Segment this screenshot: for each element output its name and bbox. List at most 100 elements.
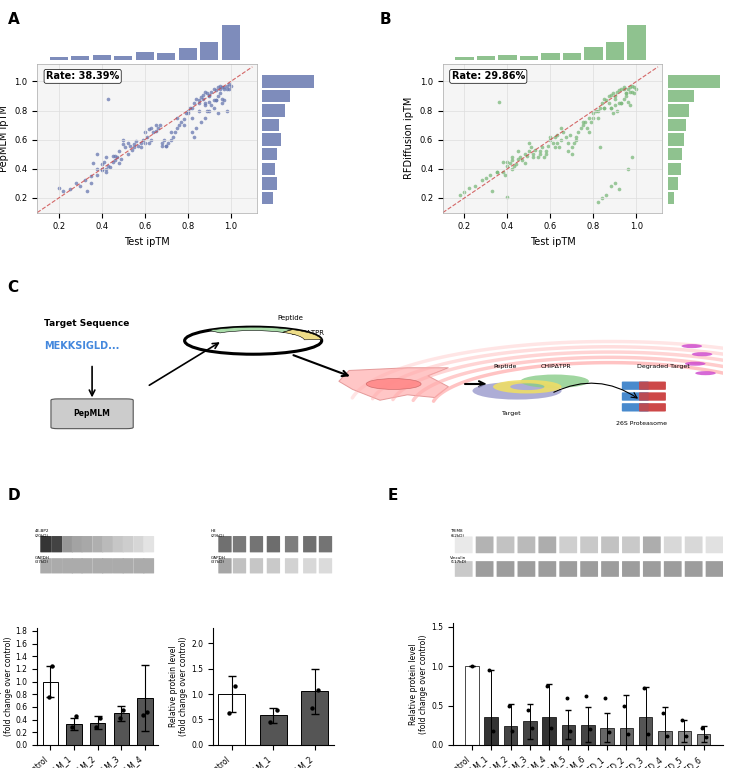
Point bbox=[487, 725, 499, 737]
Point bbox=[536, 141, 548, 153]
Point bbox=[203, 104, 215, 117]
Point bbox=[598, 101, 610, 114]
Point bbox=[216, 97, 228, 109]
FancyBboxPatch shape bbox=[319, 558, 332, 574]
Point bbox=[79, 174, 91, 187]
Point bbox=[533, 145, 545, 157]
Point bbox=[216, 93, 228, 105]
Point bbox=[605, 101, 617, 114]
Point bbox=[605, 88, 617, 101]
Point bbox=[180, 108, 191, 120]
Bar bbox=[542, 717, 556, 745]
Point bbox=[525, 141, 537, 153]
Circle shape bbox=[695, 371, 716, 376]
Y-axis label: Relative protein level
(fold change over control): Relative protein level (fold change over… bbox=[0, 637, 13, 737]
Point bbox=[506, 163, 518, 175]
Text: D: D bbox=[7, 488, 20, 503]
Bar bbox=[523, 721, 536, 745]
Point bbox=[156, 137, 168, 149]
FancyBboxPatch shape bbox=[267, 536, 280, 552]
FancyBboxPatch shape bbox=[133, 558, 145, 574]
Point bbox=[193, 97, 205, 109]
Text: B: B bbox=[380, 12, 392, 27]
Text: Peptide: Peptide bbox=[493, 364, 516, 369]
FancyBboxPatch shape bbox=[81, 536, 92, 552]
Point bbox=[100, 166, 112, 178]
Point bbox=[555, 134, 567, 146]
Point bbox=[223, 707, 235, 720]
Point bbox=[137, 708, 149, 720]
Point bbox=[199, 111, 211, 124]
Point bbox=[598, 101, 610, 114]
Point bbox=[117, 134, 129, 146]
Point bbox=[264, 716, 276, 728]
Bar bbox=[668, 148, 682, 161]
Point bbox=[197, 88, 209, 101]
Point bbox=[580, 690, 592, 702]
Bar bbox=[92, 55, 111, 60]
Point bbox=[584, 723, 596, 736]
Point bbox=[579, 116, 591, 128]
Text: 4E-BP2
(20kD): 4E-BP2 (20kD) bbox=[35, 529, 49, 538]
Point bbox=[165, 126, 177, 138]
Point bbox=[193, 94, 205, 107]
FancyBboxPatch shape bbox=[622, 392, 649, 401]
Point bbox=[533, 148, 545, 161]
Point bbox=[491, 166, 503, 178]
FancyBboxPatch shape bbox=[518, 537, 536, 553]
Text: Rate: 38.39%: Rate: 38.39% bbox=[46, 71, 119, 81]
Wedge shape bbox=[493, 380, 562, 393]
Point bbox=[214, 87, 226, 99]
Point bbox=[92, 163, 104, 175]
Circle shape bbox=[367, 379, 421, 389]
Point bbox=[160, 139, 172, 151]
Point bbox=[696, 721, 708, 733]
Point bbox=[622, 728, 634, 740]
Point bbox=[193, 104, 205, 117]
Bar bbox=[668, 75, 720, 88]
Point bbox=[85, 177, 97, 190]
Point bbox=[484, 168, 496, 180]
FancyBboxPatch shape bbox=[233, 536, 246, 552]
Bar bbox=[222, 25, 240, 60]
FancyBboxPatch shape bbox=[622, 561, 640, 577]
Point bbox=[113, 145, 125, 157]
Point bbox=[104, 161, 116, 174]
Bar bbox=[668, 177, 678, 190]
Point bbox=[676, 713, 688, 726]
Point bbox=[165, 134, 177, 146]
FancyBboxPatch shape bbox=[51, 536, 62, 552]
Point bbox=[497, 155, 509, 167]
Point bbox=[53, 181, 65, 194]
Text: A: A bbox=[7, 12, 19, 27]
Point bbox=[527, 148, 539, 161]
Point bbox=[177, 113, 189, 125]
FancyBboxPatch shape bbox=[497, 561, 514, 577]
Point bbox=[117, 138, 129, 151]
Point bbox=[42, 691, 54, 703]
Point bbox=[557, 126, 569, 138]
Point bbox=[214, 82, 226, 94]
Bar bbox=[114, 56, 133, 60]
Point bbox=[199, 98, 211, 111]
Point bbox=[599, 692, 611, 704]
Point bbox=[221, 80, 232, 92]
FancyBboxPatch shape bbox=[62, 558, 73, 574]
Point bbox=[199, 97, 211, 109]
Bar bbox=[465, 667, 479, 745]
Bar bbox=[542, 53, 559, 60]
FancyBboxPatch shape bbox=[580, 537, 598, 553]
Bar bbox=[668, 134, 684, 146]
Bar bbox=[262, 177, 277, 190]
Point bbox=[661, 730, 673, 742]
FancyBboxPatch shape bbox=[601, 537, 619, 553]
Bar bbox=[262, 192, 273, 204]
FancyBboxPatch shape bbox=[62, 536, 73, 552]
Point bbox=[114, 712, 126, 724]
FancyBboxPatch shape bbox=[622, 382, 649, 389]
FancyBboxPatch shape bbox=[622, 403, 649, 412]
Bar bbox=[498, 55, 516, 60]
Point bbox=[480, 171, 492, 184]
Point bbox=[680, 730, 692, 742]
FancyBboxPatch shape bbox=[218, 536, 232, 552]
